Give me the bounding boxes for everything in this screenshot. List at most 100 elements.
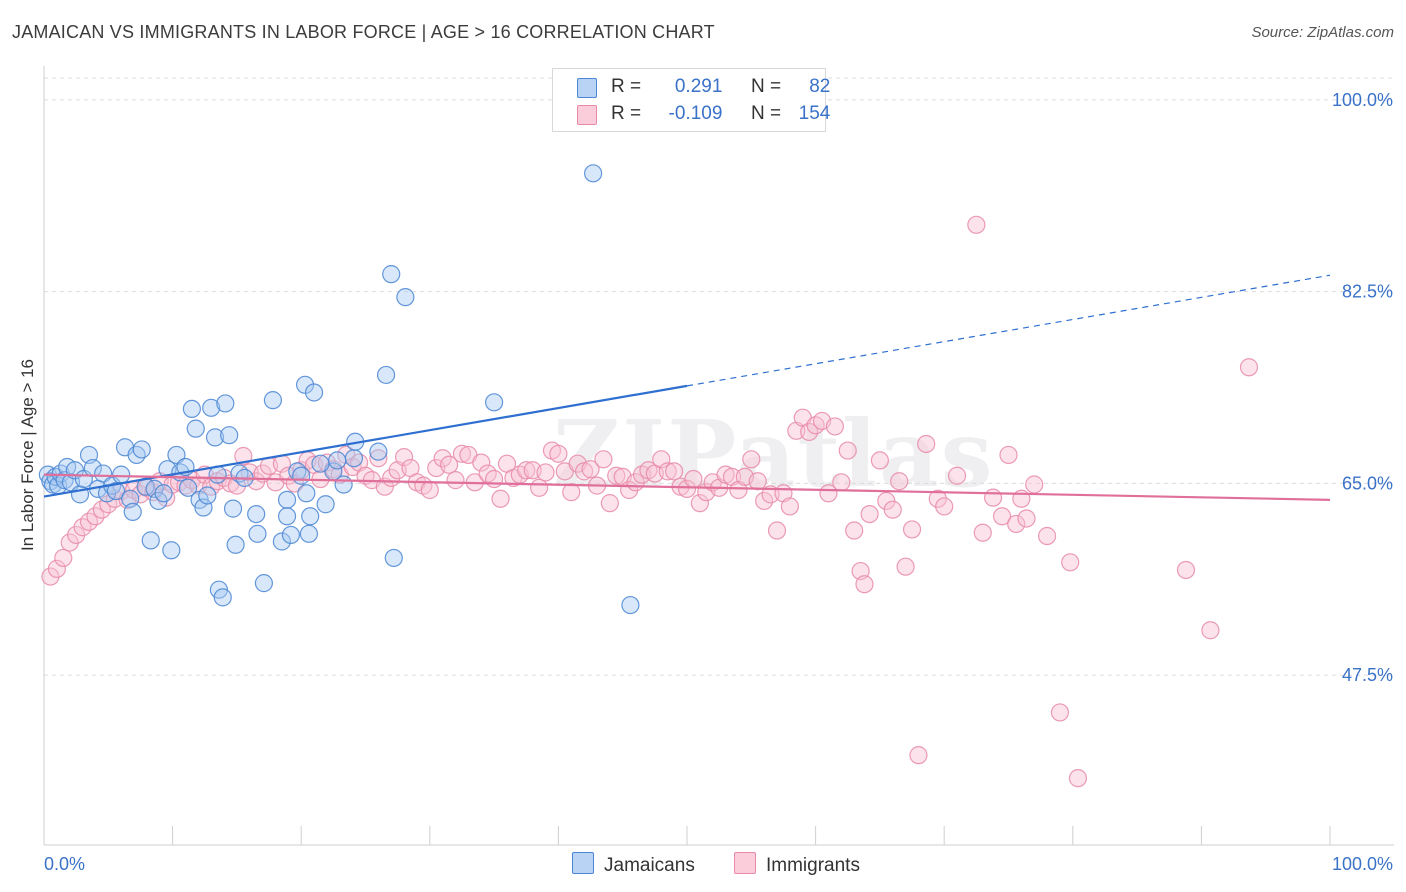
point-immigrants-153 [1176,560,1196,580]
point-jamaicans-75 [584,164,603,183]
point-jamaicans-55 [272,532,292,551]
point-immigrants-76 [530,478,549,497]
point-immigrants-118 [800,422,819,442]
bottom-legend-jamaicans: Jamaicans [572,852,695,877]
point-immigrants-135 [909,746,928,765]
point-immigrants-124 [838,441,857,460]
y-tick-label-2: 82.5% [1342,282,1393,302]
x-tick-label-0: 0.0% [44,854,85,874]
point-jamaicans-44 [213,588,232,607]
point-jamaicans-57 [281,525,301,545]
point-immigrants-59 [420,480,439,500]
point-immigrants-100 [684,469,703,489]
point-jamaicans-61 [297,484,316,503]
point-jamaicans-27 [145,479,164,498]
legend-swatch-immigrants [577,105,597,125]
point-immigrants-55 [394,448,414,467]
point-immigrants-123 [832,473,851,492]
point-immigrants-151 [1061,553,1080,572]
point-jamaicans-62 [299,524,319,543]
point-jamaicans-64 [304,383,324,402]
point-jamaicans-39 [194,498,213,517]
point-immigrants-63 [446,471,465,490]
bottom-legend-immigrants-label: Immigrants [766,855,860,876]
point-immigrants-110 [748,472,767,491]
legend-r-jamaicans: 0.291 [674,76,723,97]
chart-title: JAMAICAN VS IMMIGRANTS IN LABOR FORCE | … [12,22,715,42]
trend-lines [43,274,1331,501]
point-immigrants-115 [780,497,799,516]
point-immigrants-7 [86,507,105,526]
point-jamaicans-32 [167,445,186,465]
point-immigrants-132 [890,472,909,491]
point-immigrants-155 [1239,358,1259,377]
point-jamaicans-26 [141,531,160,550]
point-jamaicans-47 [223,499,243,518]
tick-labels: 47.5% 65.0% 82.5% 100.0% 0.0% 100.0% [44,90,1393,874]
point-jamaicans-73 [396,288,415,307]
point-jamaicans-71 [382,265,401,284]
point-jamaicans-15 [94,464,113,483]
legend-r-immigrants: -0.109 [668,103,723,124]
point-immigrants-87 [600,494,619,513]
bottom-swatch-jamaicans [572,852,594,874]
point-jamaicans-77 [277,507,297,526]
point-jamaicans-56 [277,490,297,509]
point-immigrants-1 [47,559,66,578]
point-immigrants-131 [883,500,902,519]
source-label: Source: ZipAtlas.com [1251,24,1394,41]
point-jamaicans-80 [369,442,388,461]
point-immigrants-61 [433,449,452,468]
point-jamaicans-76 [621,595,640,615]
y-axis-label: In Labor Force | Age > 16 [18,358,37,552]
point-immigrants-96 [658,462,677,481]
point-jamaicans-36 [182,399,201,419]
trend-line-jamaicans-extension [686,274,1331,387]
legend-text-immigrants: R = -0.109 N = 154 [611,103,831,124]
point-immigrants-147 [1017,509,1036,528]
y-tick-label-1: 65.0% [1342,473,1393,493]
point-jamaicans-54 [263,391,283,410]
point-jamaicans-72 [384,548,403,568]
point-immigrants-81 [562,483,581,502]
legend-n-jamaicans: 82 [809,76,831,97]
point-immigrants-122 [825,417,844,436]
point-immigrants-101 [690,494,709,513]
point-immigrants-112 [761,485,780,504]
point-jamaicans-67 [334,475,353,494]
legend-n-immigrants: 154 [798,103,831,124]
legend-swatch-jamaicans [577,78,597,98]
point-jamaicans-59 [292,466,311,485]
point-jamaicans-45 [216,394,235,413]
point-immigrants-67 [472,453,491,472]
point-immigrants-149 [1037,526,1057,546]
point-immigrants-69 [485,469,504,489]
point-immigrants-97 [665,462,684,481]
point-immigrants-86 [594,450,613,469]
point-jamaicans-41 [202,398,221,417]
correlation-legend: R = 0.291 N = 82 R = -0.109 N = 154 [552,68,830,132]
point-immigrants-111 [755,491,774,511]
point-immigrants-74 [517,461,536,480]
point-immigrants-51 [369,449,388,468]
point-jamaicans-19 [112,465,131,484]
trend-line-jamaicans [43,384,688,498]
point-immigrants-109 [742,450,761,469]
bottom-swatch-immigrants [734,852,756,874]
point-immigrants-150 [1050,703,1070,722]
y-tick-label-3: 100.0% [1332,90,1393,110]
point-immigrants-141 [973,523,992,542]
point-immigrants-152 [1068,769,1088,788]
point-immigrants-143 [992,507,1012,526]
bottom-legend-jamaicans-label: Jamaicans [604,855,695,876]
trend-line-immigrants [43,473,1331,501]
legend-text-jamaicans: R = 0.291 N = 82 [611,76,831,97]
point-immigrants-134 [902,520,922,539]
point-jamaicans-51 [247,504,266,524]
point-immigrants-127 [855,575,874,594]
point-jamaicans-24 [132,440,151,459]
y-tick-label-0: 47.5% [1342,665,1393,685]
point-jamaicans-22 [123,502,142,522]
point-immigrants-133 [896,557,915,576]
point-immigrants-99 [677,479,697,498]
